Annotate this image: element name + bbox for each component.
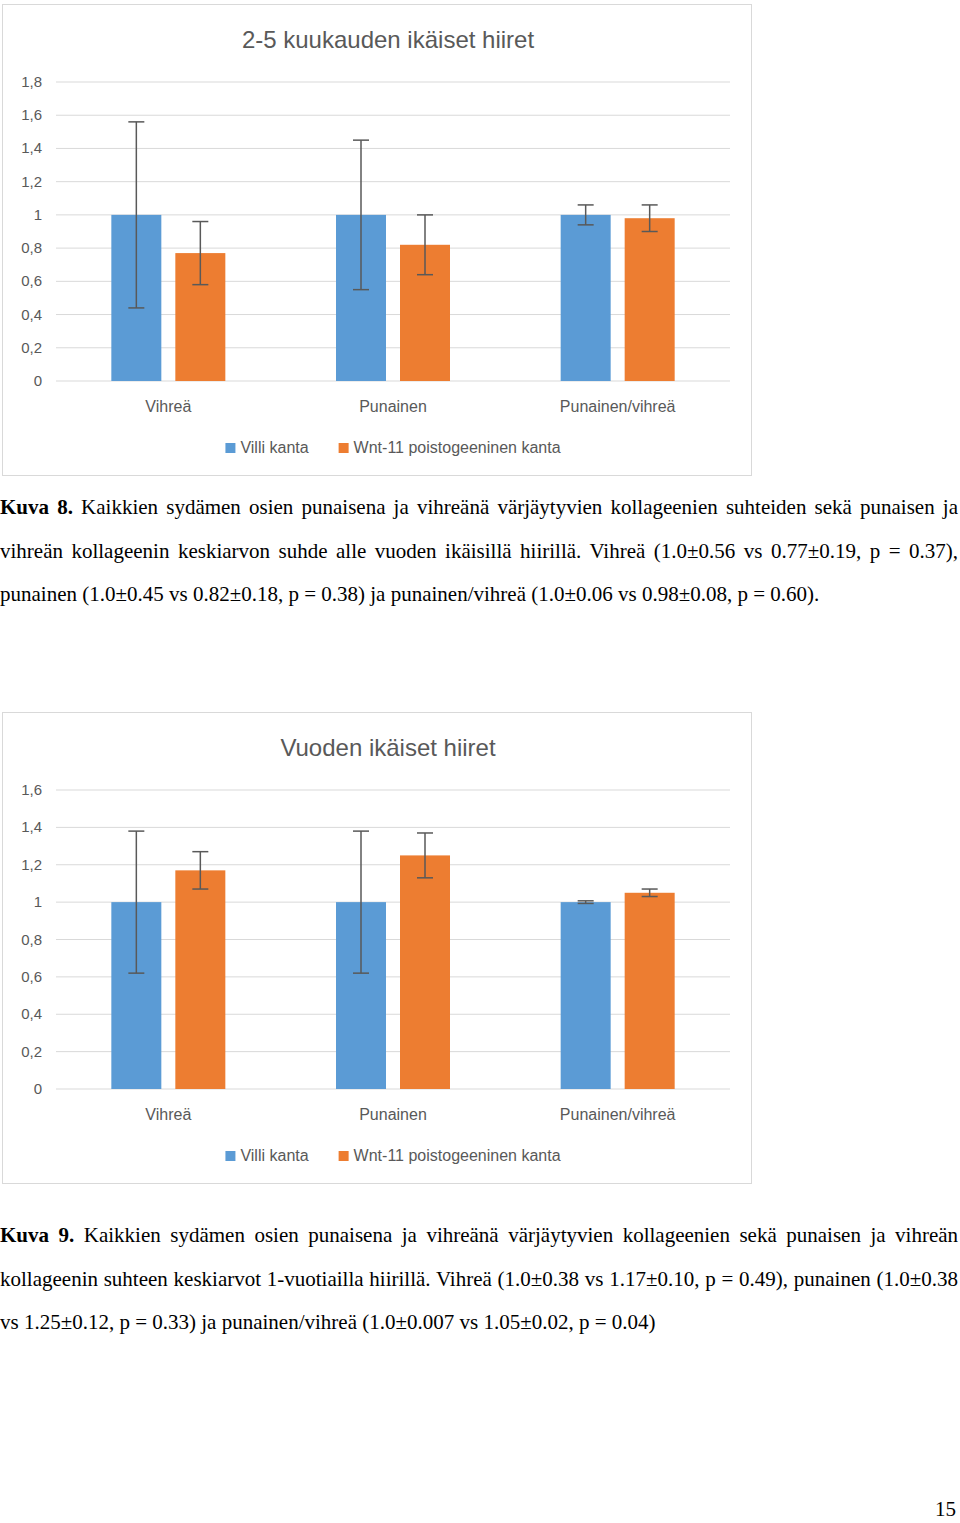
bar (625, 218, 675, 381)
grid-line (56, 181, 730, 182)
error-bar (353, 140, 369, 290)
error-bar (417, 215, 433, 275)
tick-label: 1,2 (21, 173, 42, 190)
grid-line (56, 827, 730, 828)
chart: Vuoden ikäiset hiiret 0 0,2 0,4 0,6 0,8 1 1,2 1,… (2, 712, 754, 1186)
chart: 2-5 kuukauden ikäiset hiiret 0 0,2 0,4 0,6 0,… (2, 4, 754, 478)
bar (561, 215, 611, 381)
legend-label: Villi kanta (240, 439, 308, 456)
tick-label: 0,4 (21, 1005, 42, 1022)
caption: Kuva 8. Kaikkien sydämen osien punaisena… (0, 486, 958, 617)
error-bar (578, 901, 594, 904)
bar (400, 855, 450, 1089)
caption: Kuva 9. Kaikkien sydämen osien punaisena… (0, 1214, 958, 1345)
error-bar (578, 205, 594, 225)
legend-label: Wnt-11 poistogeeninen kanta (354, 439, 561, 456)
page-number: 15 (935, 1497, 956, 1522)
caption-label: Kuva 8. (0, 495, 73, 519)
tick-label: 0,6 (21, 968, 42, 985)
caption-text: Kaikkien sydämen osien punaisena ja vihr… (0, 495, 958, 606)
grid-line (56, 82, 730, 83)
tick-label: 0 (34, 1080, 42, 1097)
tick-label: 1,8 (21, 73, 42, 90)
legend-label: Wnt-11 poistogeeninen kanta (354, 1147, 561, 1164)
chart-box: 2-5 kuukauden ikäiset hiiret 0 0,2 0,4 0,6 0,… (2, 4, 752, 476)
grid-line (56, 115, 730, 116)
error-bar (642, 205, 658, 232)
tick-label: 1,6 (21, 781, 42, 798)
error-bar (353, 831, 369, 973)
tick-label: 1,6 (21, 106, 42, 123)
legend: Villi kanta Wnt-11 poistogeeninen kanta (225, 439, 560, 456)
tick-label: 1 (34, 893, 42, 910)
error-bar (128, 122, 144, 308)
tick-label: 1,2 (21, 856, 42, 873)
plot-area (111, 122, 674, 381)
tick-label: 0,6 (21, 272, 42, 289)
error-bar (192, 852, 208, 889)
grid-line (56, 864, 730, 865)
legend-swatch (339, 443, 349, 453)
error-bar (192, 222, 208, 285)
tick-label: 1,4 (21, 139, 42, 156)
category-label: Punainen (359, 1106, 427, 1123)
error-bar (642, 889, 658, 896)
tick-label: 0,2 (21, 1043, 42, 1060)
caption-label: Kuva 9. (0, 1223, 74, 1247)
caption-text: Kaikkien sydämen osien punaisena ja vihr… (0, 1223, 958, 1334)
bar (561, 902, 611, 1089)
bar (625, 893, 675, 1089)
grid-line (56, 148, 730, 149)
error-bar (417, 833, 433, 878)
chart-box: Vuoden ikäiset hiiret 0 0,2 0,4 0,6 0,8 1 1,2 1,… (2, 712, 752, 1184)
category-label: Punainen/vihreä (560, 1106, 676, 1123)
legend-label: Villi kanta (240, 1147, 308, 1164)
plot-area (111, 831, 674, 1089)
grid-line (56, 790, 730, 791)
tick-label: 0,8 (21, 931, 42, 948)
tick-label: 0,2 (21, 339, 42, 356)
tick-label: 0,8 (21, 239, 42, 256)
legend: Villi kanta Wnt-11 poistogeeninen kanta (225, 1147, 560, 1164)
category-label: Punainen (359, 398, 427, 415)
chart-title: 2-5 kuukauden ikäiset hiiret (242, 26, 535, 53)
tick-label: 0 (34, 372, 42, 389)
error-bar (128, 831, 144, 973)
bar (175, 870, 225, 1089)
chart-title: Vuoden ikäiset hiiret (280, 734, 496, 761)
tick-label: 1 (34, 206, 42, 223)
legend-swatch (339, 1151, 349, 1161)
category-label: Vihreä (145, 1106, 191, 1123)
category-label: Punainen/vihreä (560, 398, 676, 415)
tick-label: 1,4 (21, 818, 42, 835)
tick-label: 0,4 (21, 306, 42, 323)
legend-swatch (225, 443, 235, 453)
legend-swatch (225, 1151, 235, 1161)
category-label: Vihreä (145, 398, 191, 415)
